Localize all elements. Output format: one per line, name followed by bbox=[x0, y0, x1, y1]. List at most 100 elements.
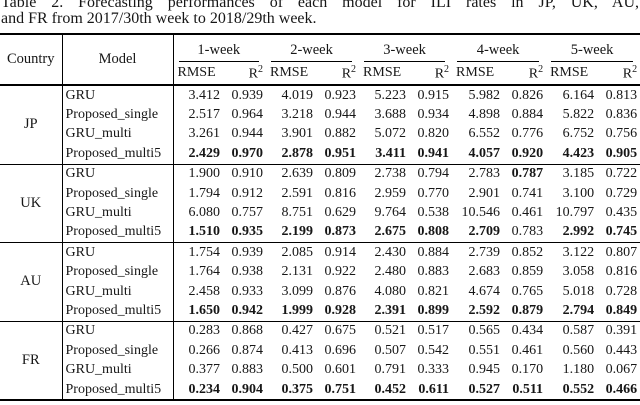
table-row: Proposed_single 2.517 0.964 3.218 0.944 3.688… bbox=[0, 105, 640, 125]
r2-value: 0.611 bbox=[418, 381, 450, 397]
rmse-header: RMSE bbox=[546, 62, 598, 86]
table-row: Proposed_single 1.764 0.938 2.131 0.922 2.480… bbox=[0, 262, 640, 282]
r2-value: 0.882 bbox=[324, 126, 357, 142]
r2-value: 0.757 bbox=[231, 205, 264, 221]
table-row: GRU_multi 0.377 0.883 0.500 0.601 0.791 0.333 0… bbox=[0, 360, 640, 380]
rmse-value: 6.080 bbox=[188, 205, 221, 221]
rmse-header: RMSE bbox=[359, 62, 410, 86]
r2-value: 0.601 bbox=[324, 362, 357, 378]
rmse-value: 0.560 bbox=[562, 342, 595, 358]
rmse-value: 0.283 bbox=[173, 320, 223, 342]
week-header-1: 1-week bbox=[173, 34, 266, 62]
r2-value: 0.939 bbox=[223, 242, 267, 263]
table-row: GRU_multi 6.080 0.757 8.751 0.629 9.764 0.538 1… bbox=[0, 203, 640, 223]
r2-value: 0.391 bbox=[597, 320, 640, 342]
r2-value: 0.849 bbox=[605, 302, 638, 318]
rmse-value: 2.592 bbox=[468, 302, 501, 318]
week-label: 4-week bbox=[457, 42, 540, 62]
r2-value: 0.435 bbox=[605, 205, 638, 221]
r2-value: 0.922 bbox=[324, 264, 357, 280]
r2-value: 0.935 bbox=[231, 224, 264, 240]
header-row-metrics: RMSE R2 RMSE R2 RMSE R2 RMSE R2 RMSE R2 bbox=[0, 62, 640, 86]
week-header-4: 4-week bbox=[452, 34, 546, 62]
table-row: GRU_multi 2.458 0.933 3.099 0.876 4.080 0.821 4… bbox=[0, 281, 640, 302]
rmse-value: 3.412 bbox=[173, 84, 223, 106]
r2-value: 0.920 bbox=[511, 145, 544, 161]
rmse-value: 2.794 bbox=[562, 302, 595, 318]
r2-value: 0.939 bbox=[223, 84, 267, 106]
table-row: Proposed_multi5 2.429 0.970 2.878 0.951 3.411… bbox=[0, 144, 640, 165]
rmse-value: 0.945 bbox=[468, 362, 501, 378]
rmse-value: 10.797 bbox=[555, 205, 595, 221]
rmse-value: 3.185 bbox=[546, 163, 598, 184]
rmse-value: 0.521 bbox=[359, 320, 410, 342]
rmse-value: 2.458 bbox=[188, 283, 221, 299]
r2-value: 0.816 bbox=[605, 264, 638, 280]
r2-value: 0.904 bbox=[231, 381, 264, 397]
r2-value: 0.873 bbox=[324, 224, 357, 240]
rmse-value: 2.639 bbox=[266, 163, 317, 184]
r2-value: 0.884 bbox=[511, 107, 544, 123]
r2-value: 0.934 bbox=[417, 107, 450, 123]
results-table-body: JP GRU 3.412 0.939 4.019 0.923 5.223 0.915 5.982… bbox=[0, 84, 640, 401]
country-label: UK bbox=[0, 163, 63, 243]
r2-value: 0.765 bbox=[511, 283, 544, 299]
rmse-value: 0.266 bbox=[188, 342, 221, 358]
model-name: GRU bbox=[62, 84, 174, 106]
r2-value: 0.942 bbox=[231, 302, 264, 318]
r2-value: 0.629 bbox=[324, 205, 357, 221]
rmse-value: 10.546 bbox=[461, 205, 501, 221]
r2-value: 0.770 bbox=[417, 185, 450, 201]
model-name: Proposed_multi5 bbox=[62, 144, 174, 165]
model-name: Proposed_multi5 bbox=[62, 301, 174, 322]
model-name: Proposed_single bbox=[62, 341, 174, 361]
r2-value: 0.876 bbox=[324, 283, 357, 299]
rmse-value: 2.429 bbox=[188, 145, 221, 161]
rmse-value: 3.688 bbox=[374, 107, 407, 123]
r2-value: 0.776 bbox=[511, 126, 544, 142]
r2-value: 0.461 bbox=[511, 205, 544, 221]
r2-value: 0.883 bbox=[231, 362, 264, 378]
r2-value: 0.756 bbox=[605, 126, 638, 142]
rmse-value: 2.709 bbox=[468, 224, 501, 240]
rmse-value: 2.739 bbox=[452, 242, 504, 263]
rmse-value: 4.898 bbox=[468, 107, 501, 123]
rmse-value: 5.018 bbox=[562, 283, 595, 299]
rmse-value: 2.783 bbox=[452, 163, 504, 184]
rmse-value: 2.085 bbox=[266, 242, 317, 263]
r2-value: 0.538 bbox=[417, 205, 450, 221]
r2-value: 0.722 bbox=[597, 163, 640, 184]
rmse-value: 2.992 bbox=[562, 224, 595, 240]
r2-value: 0.826 bbox=[503, 84, 547, 106]
r2-value: 0.836 bbox=[605, 107, 638, 123]
rmse-value: 0.375 bbox=[281, 381, 314, 397]
r2-value: 0.728 bbox=[605, 283, 638, 299]
rmse-value: 6.164 bbox=[546, 84, 598, 106]
r2-value: 0.787 bbox=[503, 163, 547, 184]
rmse-value: 3.901 bbox=[281, 126, 314, 142]
rmse-value: 3.058 bbox=[562, 264, 595, 280]
r2-value: 0.542 bbox=[417, 342, 450, 358]
rmse-value: 2.391 bbox=[374, 302, 407, 318]
table-row: Proposed_single 0.266 0.874 0.413 0.696 0.507… bbox=[0, 341, 640, 361]
r2-value: 0.899 bbox=[417, 302, 450, 318]
model-name: GRU_multi bbox=[62, 124, 174, 145]
rmse-value: 4.080 bbox=[374, 283, 407, 299]
r2-value: 0.933 bbox=[231, 283, 264, 299]
r2-value: 0.511 bbox=[512, 381, 544, 397]
week-header-2: 2-week bbox=[266, 34, 359, 62]
rmse-value: 2.878 bbox=[281, 145, 314, 161]
r2-value: 0.461 bbox=[511, 342, 544, 358]
table-row: Proposed_single 1.794 0.912 2.591 0.816 2.959… bbox=[0, 183, 640, 204]
r2-value: 0.067 bbox=[605, 362, 638, 378]
rmse-value: 2.738 bbox=[359, 163, 410, 184]
r2-value: 0.944 bbox=[231, 126, 264, 142]
r2-value: 0.729 bbox=[605, 185, 638, 201]
model-name: GRU_multi bbox=[62, 203, 174, 223]
table-row: UK GRU 1.900 0.910 2.639 0.809 2.738 0.794 2.783… bbox=[0, 163, 640, 243]
rmse-value: 0.587 bbox=[546, 320, 598, 342]
r2-value: 0.808 bbox=[417, 224, 450, 240]
r2-value: 0.807 bbox=[597, 242, 640, 263]
table-row: JP GRU 3.412 0.939 4.019 0.923 5.223 0.915 5.982… bbox=[0, 84, 640, 165]
